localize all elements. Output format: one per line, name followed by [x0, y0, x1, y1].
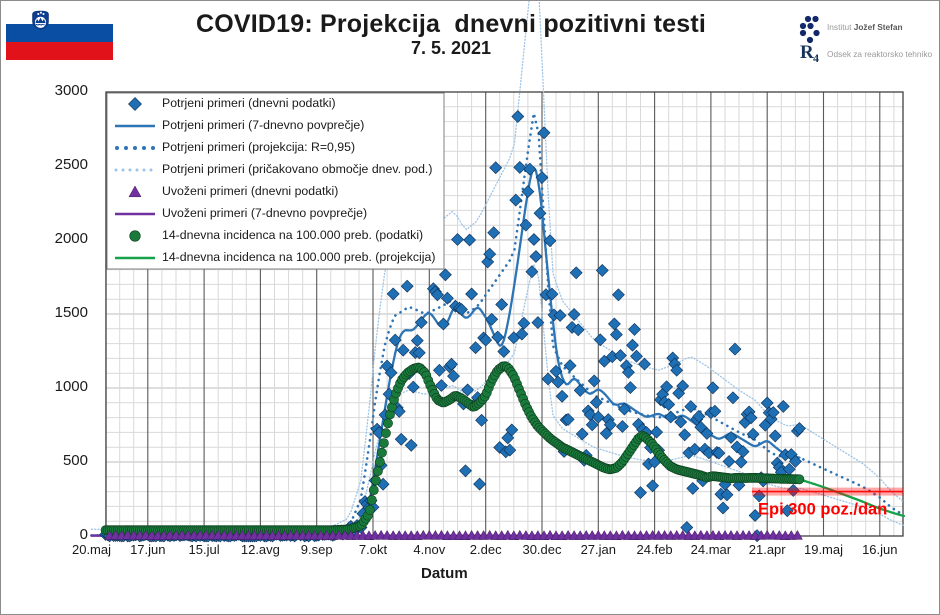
svg-text:R: R	[800, 42, 814, 63]
svg-text:Odsek za reaktorsko tehniko: Odsek za reaktorsko tehniko	[827, 49, 933, 59]
svg-text:4: 4	[813, 51, 819, 65]
svg-text:Epi 300 poz./dan: Epi 300 poz./dan	[758, 501, 887, 519]
svg-text:Institut Jožef Stefan: Institut Jožef Stefan	[827, 22, 903, 32]
